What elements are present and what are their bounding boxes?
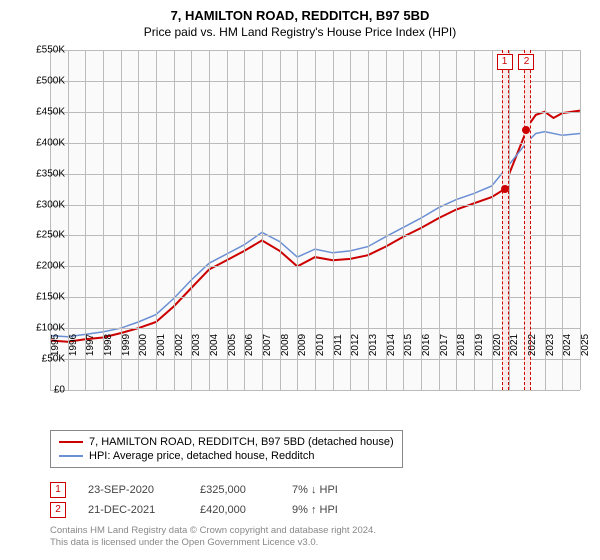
sale-date: 21-DEC-2021 bbox=[88, 504, 178, 516]
y-tick-label: £100K bbox=[36, 323, 65, 334]
x-tick-label: 2004 bbox=[209, 334, 220, 356]
sale-hpi: 7% ↓ HPI bbox=[292, 484, 372, 496]
sale-badge: 1 bbox=[50, 482, 66, 498]
footer-line-1: Contains HM Land Registry data © Crown c… bbox=[50, 525, 376, 537]
legend: 7, HAMILTON ROAD, REDDITCH, B97 5BD (det… bbox=[50, 430, 403, 468]
y-tick-label: £0 bbox=[54, 385, 65, 396]
y-tick-label: £300K bbox=[36, 199, 65, 210]
legend-swatch bbox=[59, 441, 83, 443]
y-tick-label: £200K bbox=[36, 261, 65, 272]
sale-band bbox=[502, 50, 508, 390]
chart-subtitle: Price paid vs. HM Land Registry's House … bbox=[0, 23, 600, 39]
y-tick-label: £250K bbox=[36, 230, 65, 241]
y-tick-label: £150K bbox=[36, 292, 65, 303]
x-tick-label: 2017 bbox=[439, 334, 450, 356]
chart-container: 7, HAMILTON ROAD, REDDITCH, B97 5BD Pric… bbox=[0, 0, 600, 560]
x-tick-label: 1997 bbox=[85, 334, 96, 356]
sales-table: 1 23-SEP-2020 £325,000 7% ↓ HPI 2 21-DEC-2021… bbox=[50, 480, 372, 520]
x-tick-label: 2007 bbox=[262, 334, 273, 356]
x-tick-label: 2010 bbox=[315, 334, 326, 356]
x-tick-label: 2019 bbox=[474, 334, 485, 356]
x-tick-label: 2015 bbox=[403, 334, 414, 356]
sale-row: 1 23-SEP-2020 £325,000 7% ↓ HPI bbox=[50, 480, 372, 500]
x-tick-label: 2012 bbox=[350, 334, 361, 356]
x-tick-label: 2003 bbox=[191, 334, 202, 356]
sale-badge: 2 bbox=[50, 502, 66, 518]
x-tick-label: 2024 bbox=[562, 334, 573, 356]
y-tick-label: £550K bbox=[36, 45, 65, 56]
sale-price: £420,000 bbox=[200, 504, 270, 516]
x-tick-label: 2018 bbox=[456, 334, 467, 356]
x-tick-label: 1996 bbox=[68, 334, 79, 356]
x-tick-label: 1998 bbox=[103, 334, 114, 356]
x-tick-label: 2013 bbox=[368, 334, 379, 356]
sale-marker bbox=[501, 185, 509, 193]
x-tick-label: 2000 bbox=[138, 334, 149, 356]
x-tick-label: 2008 bbox=[280, 334, 291, 356]
x-tick-label: 2005 bbox=[227, 334, 238, 356]
gridline-h bbox=[50, 390, 580, 391]
legend-swatch bbox=[59, 455, 83, 457]
legend-label: HPI: Average price, detached house, Redd… bbox=[89, 450, 314, 462]
sale-hpi: 9% ↑ HPI bbox=[292, 504, 372, 516]
sale-marker bbox=[522, 126, 530, 134]
x-tick-label: 2020 bbox=[492, 334, 503, 356]
x-tick-label: 2021 bbox=[509, 334, 520, 356]
footer-line-2: This data is licensed under the Open Gov… bbox=[50, 537, 376, 549]
y-tick-label: £500K bbox=[36, 75, 65, 86]
x-tick-label: 2011 bbox=[333, 334, 344, 356]
x-tick-label: 2009 bbox=[297, 334, 308, 356]
sale-row: 2 21-DEC-2021 £420,000 9% ↑ HPI bbox=[50, 500, 372, 520]
x-tick-label: 2016 bbox=[421, 334, 432, 356]
sale-band-label: 2 bbox=[518, 54, 534, 70]
x-tick-label: 2025 bbox=[580, 334, 591, 356]
y-tick-label: £350K bbox=[36, 168, 65, 179]
legend-item: HPI: Average price, detached house, Redd… bbox=[59, 449, 394, 463]
x-tick-label: 1995 bbox=[50, 334, 61, 356]
legend-label: 7, HAMILTON ROAD, REDDITCH, B97 5BD (det… bbox=[89, 436, 394, 448]
y-tick-label: £400K bbox=[36, 137, 65, 148]
x-tick-label: 2002 bbox=[174, 334, 185, 356]
sale-price: £325,000 bbox=[200, 484, 270, 496]
y-tick-label: £450K bbox=[36, 106, 65, 117]
x-tick-label: 2014 bbox=[386, 334, 397, 356]
sale-band-label: 1 bbox=[497, 54, 513, 70]
sale-date: 23-SEP-2020 bbox=[88, 484, 178, 496]
x-tick-label: 2001 bbox=[156, 334, 167, 356]
footer-attribution: Contains HM Land Registry data © Crown c… bbox=[50, 525, 376, 550]
x-tick-label: 1999 bbox=[121, 334, 132, 356]
x-tick-label: 2022 bbox=[527, 334, 538, 356]
x-tick-label: 2023 bbox=[545, 334, 556, 356]
x-tick-label: 2006 bbox=[244, 334, 255, 356]
chart-title: 7, HAMILTON ROAD, REDDITCH, B97 5BD bbox=[0, 0, 600, 23]
legend-item: 7, HAMILTON ROAD, REDDITCH, B97 5BD (det… bbox=[59, 435, 394, 449]
